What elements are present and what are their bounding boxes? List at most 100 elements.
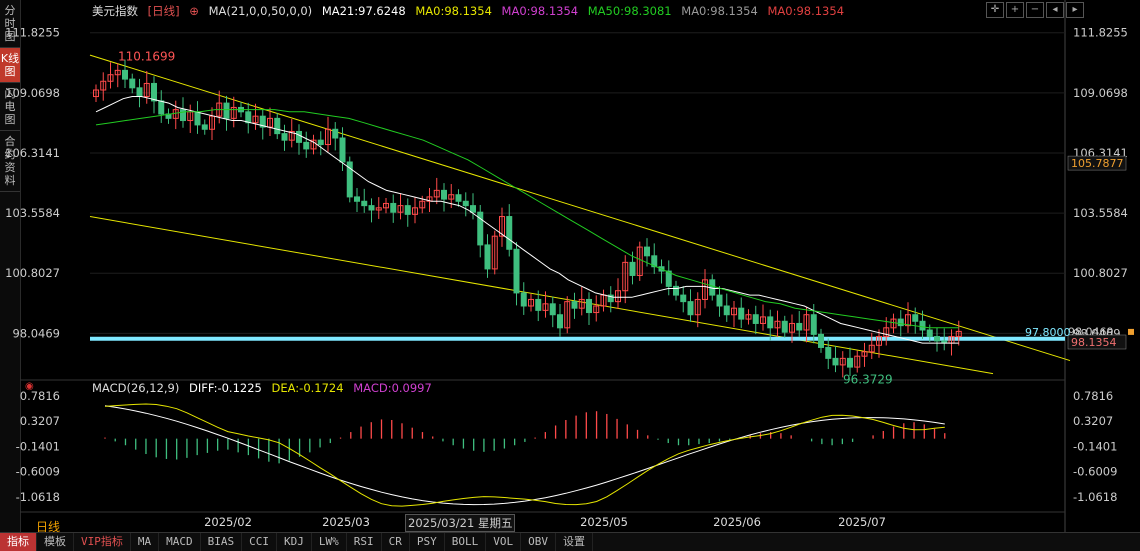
tab-timeshare[interactable]: 分时图 [0, 0, 20, 48]
candle-body [810, 314, 817, 335]
candle-body [448, 194, 455, 200]
high-annotation: 110.1699 [118, 50, 175, 64]
x-axis-date-label: 2025/02 [204, 515, 252, 529]
tab-kline[interactable]: K线图 [0, 48, 20, 83]
crosshair-icon[interactable]: ✛ [986, 2, 1004, 18]
ma0-value-b: MA0:98.1354 [501, 4, 579, 18]
macd-axis-label-right: 0.7816 [1073, 389, 1113, 403]
candle-body [535, 298, 542, 311]
candle-body [905, 314, 911, 327]
low-annotation: 96.3729 [843, 372, 893, 386]
candle-body [484, 244, 491, 270]
add-indicator-icon[interactable]: ⊕ [189, 4, 199, 18]
move-left-icon[interactable]: ◂ [1046, 2, 1064, 18]
price-axis-label-right: 109.0698 [1073, 86, 1128, 100]
candle-body [339, 137, 346, 163]
candle-body [506, 216, 513, 250]
tab-lw[interactable]: LW% [312, 533, 347, 551]
candle-body [760, 316, 766, 324]
tab-vol[interactable]: VOL [486, 533, 522, 551]
tab-cr[interactable]: CR [382, 533, 410, 551]
macd-axis-label-right: -0.1401 [1073, 439, 1117, 453]
tab-psy[interactable]: PSY [410, 533, 445, 551]
ma0-value-c: MA0:98.1354 [681, 4, 758, 18]
ma50-value: MA50:98.3081 [587, 4, 672, 18]
price-tag-marker [1128, 328, 1134, 335]
candle-body [702, 279, 708, 300]
macd-diff-line [104, 405, 945, 506]
price-tag-current: 105.7877 [1071, 157, 1124, 170]
move-right-icon[interactable]: ▸ [1066, 2, 1084, 18]
candle-body [180, 109, 186, 122]
trend-line-lower [89, 216, 994, 375]
candle-body [926, 329, 933, 338]
candle-body [252, 115, 259, 124]
price-axis-label-left: 103.5584 [5, 206, 60, 220]
price-axis-label-left: 106.3141 [5, 146, 60, 160]
tab-kdj[interactable]: KDJ [277, 533, 312, 551]
candle-body [158, 100, 165, 115]
candle-body [136, 87, 143, 98]
candle-body [317, 139, 324, 146]
candle-body [346, 161, 353, 198]
candle-body [397, 205, 404, 213]
tab-templates[interactable]: 模板 [37, 533, 74, 551]
period-tag[interactable]: [日线] [147, 4, 180, 18]
candle-body [259, 115, 266, 128]
tab-settings[interactable]: 设置 [556, 533, 593, 551]
candle-body [122, 69, 128, 80]
tab-boll[interactable]: BOLL [445, 533, 487, 551]
price-axis-label-right: 100.8027 [1073, 266, 1128, 280]
tab-rsi[interactable]: RSI [347, 533, 382, 551]
candle-body [100, 80, 107, 91]
candle-body [593, 305, 600, 314]
candle-body [325, 128, 331, 146]
candle-body [296, 130, 302, 143]
tab-flash-chart[interactable]: 闪电图 [0, 83, 20, 131]
price-chart[interactable]: 111.8255 111.8255 109.0698 109.0698 106.3141… [0, 0, 1140, 532]
bottom-indicator-tabs: 指标 模板 VIP指标 MA MACD BIAS CCI KDJ LW% RSI… [0, 532, 1140, 551]
left-tab-bar: 分时图 K线图 闪电图 合约资料 [0, 0, 21, 532]
tab-macd[interactable]: MACD [159, 533, 201, 551]
candle-body [520, 292, 527, 307]
price-axis-label-right: 103.5584 [1073, 206, 1128, 220]
candle-body [513, 248, 520, 294]
tab-contract-info[interactable]: 合约资料 [0, 131, 20, 192]
candle-body [803, 314, 810, 331]
candle-body [578, 298, 585, 309]
candle-body [230, 106, 237, 119]
candle-body [245, 111, 252, 124]
zoom-out-icon[interactable]: − [1026, 2, 1044, 18]
tab-cci[interactable]: CCI [242, 533, 277, 551]
candle-body [332, 128, 339, 139]
candle-body [310, 139, 317, 150]
candle-body [368, 205, 375, 211]
zoom-in-icon[interactable]: + [1006, 2, 1024, 18]
tab-obv[interactable]: OBV [521, 533, 556, 551]
macd-indicator-bar: MACD(26,12,9) DIFF:-0.1225 DEA:-0.1724 M… [92, 381, 438, 395]
price-axis-label-right: 111.8255 [1073, 26, 1128, 40]
candle-body [832, 357, 839, 366]
price-axis-label-left: 98.0469 [12, 326, 60, 340]
candle-body [143, 82, 150, 98]
ma-params[interactable]: MA(21,0,0,50,0,0) [208, 4, 313, 18]
macd-axis-label-right: -0.6009 [1073, 465, 1117, 479]
tab-bias[interactable]: BIAS [201, 533, 243, 551]
macd-params[interactable]: MACD(26,12,9) [92, 381, 180, 395]
tab-vip-indicators[interactable]: VIP指标 [74, 533, 131, 551]
candle-body [390, 202, 397, 213]
macd-dea: DEA:-0.1724 [271, 381, 344, 395]
support-line-label: 97.8000 [1025, 326, 1071, 339]
tab-indicators[interactable]: 指标 [0, 533, 37, 551]
candle-body [549, 303, 556, 316]
candle-body [636, 246, 643, 276]
macd-axis-label-left: 0.3207 [20, 414, 60, 428]
candle-body [680, 294, 687, 303]
candle-body [781, 320, 788, 333]
indicator-settings-icon[interactable]: ◉ [25, 381, 34, 392]
period-label[interactable]: 日线 [36, 520, 61, 534]
candle-body [223, 102, 230, 119]
candle-body [361, 200, 368, 207]
candle-body [818, 333, 824, 348]
tab-ma[interactable]: MA [131, 533, 160, 551]
